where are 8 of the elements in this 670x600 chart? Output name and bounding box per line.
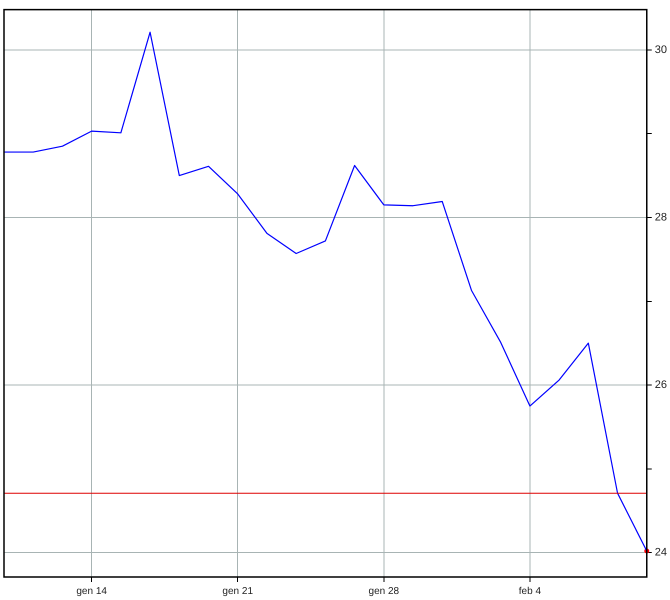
y-tick-label: 30 bbox=[654, 44, 668, 56]
x-tick-label: gen 14 bbox=[76, 586, 108, 597]
x-tick-label: gen 21 bbox=[222, 586, 254, 597]
y-tick-label: 28 bbox=[654, 211, 668, 224]
y-tick-label: 24 bbox=[654, 546, 668, 559]
x-tick-label: feb 4 bbox=[518, 586, 542, 597]
y-tick-label: 26 bbox=[654, 379, 668, 392]
x-tick-label: gen 28 bbox=[368, 586, 400, 597]
